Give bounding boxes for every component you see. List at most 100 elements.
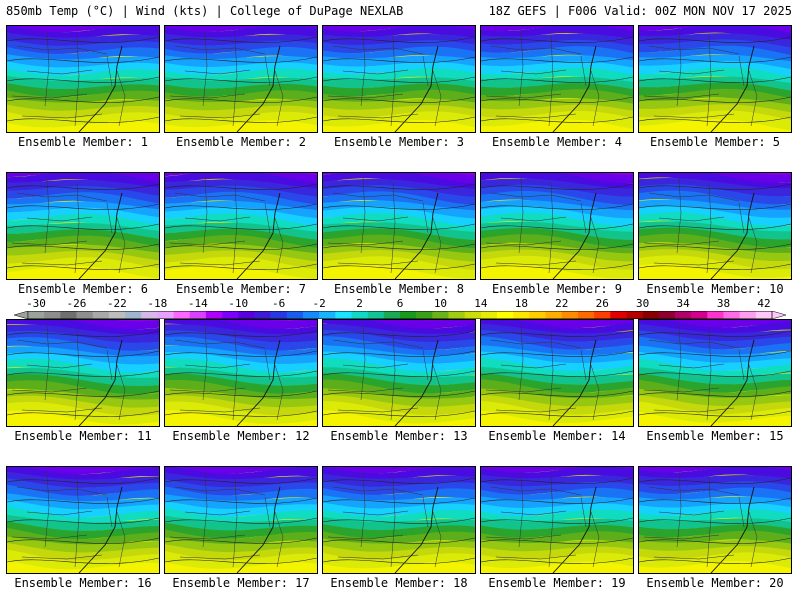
temperature-map <box>639 467 791 573</box>
temperature-band <box>639 475 791 489</box>
state-boundary <box>518 30 524 107</box>
temperature-band <box>165 40 317 54</box>
temperature-band <box>481 89 633 108</box>
temperature-band <box>7 330 159 352</box>
state-boundary <box>179 113 261 119</box>
wind-streamline <box>7 263 159 270</box>
state-boundary <box>653 407 735 413</box>
colorbar-tick-label: 26 <box>595 297 609 310</box>
colorbar-swatch <box>464 311 482 319</box>
state-boundary <box>44 324 50 401</box>
state-boundary <box>676 324 682 401</box>
wind-streamline <box>481 96 633 103</box>
temperature-band <box>7 320 159 338</box>
state-boundary <box>74 329 80 421</box>
state-boundary <box>653 260 735 266</box>
temperature-band <box>323 480 475 496</box>
temperature-map <box>639 173 791 279</box>
state-boundary <box>184 216 251 222</box>
temperature-band <box>639 190 791 213</box>
wind-streamline <box>481 517 633 524</box>
wind-streamline <box>7 557 159 564</box>
colorbar-swatch <box>545 311 563 319</box>
ensemble-map-panel <box>164 25 318 133</box>
state-boundary <box>232 182 238 274</box>
state-boundary <box>169 534 246 540</box>
wind-streamline <box>7 203 159 210</box>
wind-streamline <box>165 537 317 544</box>
temperature-band <box>639 221 791 240</box>
wind-streamline <box>639 517 791 524</box>
state-boundary <box>485 387 562 393</box>
state-boundary <box>676 177 682 254</box>
temperature-band <box>323 89 475 106</box>
state-boundary <box>337 260 419 266</box>
state-boundary <box>748 70 758 127</box>
wind-streamline <box>323 497 475 504</box>
colorbar-tick-label: -6 <box>272 297 286 310</box>
temperature-band <box>323 357 475 381</box>
temperature-band <box>323 373 475 394</box>
ensemble-map-panel <box>480 319 634 427</box>
state-boundary <box>11 387 88 393</box>
colorbar-tick-label: 38 <box>716 297 731 310</box>
state-boundary <box>16 45 108 55</box>
wind-streamline <box>7 56 159 63</box>
state-boundary <box>360 324 366 401</box>
temperature-map <box>481 173 633 279</box>
wind-streamline <box>481 36 633 43</box>
wind-streamline <box>639 537 791 544</box>
wind-streamline <box>165 203 317 210</box>
temperature-map <box>481 467 633 573</box>
state-boundary <box>274 364 284 421</box>
coastline <box>710 339 755 426</box>
temperature-band <box>7 250 159 271</box>
state-boundary <box>202 30 208 107</box>
state-boundary <box>169 387 246 393</box>
ensemble-member-label: Ensemble Member: 1 <box>17 135 149 149</box>
state-boundary <box>432 511 442 568</box>
temperature-band <box>639 502 791 518</box>
wind-streamline <box>481 76 633 83</box>
state-boundary <box>653 554 735 560</box>
temperature-band <box>7 235 159 257</box>
state-boundary <box>490 339 582 349</box>
ensemble-member-label: Ensemble Member: 18 <box>330 576 468 590</box>
colorbar-tick-label: -30 <box>26 297 46 310</box>
temperature-band <box>481 67 633 86</box>
state-boundary <box>580 349 587 381</box>
coastline <box>710 192 755 279</box>
state-boundary <box>500 510 567 516</box>
state-boundary <box>11 534 88 540</box>
temperature-band <box>165 544 317 561</box>
state-boundary <box>738 349 745 381</box>
wind-streamline <box>639 497 791 504</box>
temperature-band <box>165 256 317 279</box>
colorbar-swatch <box>383 311 401 319</box>
temperature-band <box>7 374 159 395</box>
coastline <box>394 192 439 279</box>
temperature-band <box>7 380 159 403</box>
temperature-band <box>7 521 159 540</box>
ensemble-map-panel <box>164 172 318 280</box>
wind-streamline <box>639 116 791 123</box>
state-boundary <box>360 30 366 107</box>
wind-streamline <box>7 116 159 123</box>
wind-streamline <box>323 557 475 564</box>
temperature-band <box>323 77 475 92</box>
colorbar-swatch <box>674 311 692 319</box>
temperature-band <box>7 536 159 553</box>
state-boundary <box>490 486 582 496</box>
state-boundary <box>643 240 720 246</box>
wind-streamline <box>165 116 317 123</box>
coastline <box>236 192 281 279</box>
state-boundary <box>648 486 740 496</box>
state-boundary <box>360 471 366 548</box>
temperature-band <box>639 88 791 109</box>
temperature-band <box>7 493 159 510</box>
state-boundary <box>202 471 208 548</box>
state-boundary <box>264 55 271 87</box>
ensemble-map-panel <box>638 25 792 133</box>
colorbar-swatch <box>416 311 433 319</box>
ensemble-member-label: Ensemble Member: 12 <box>172 429 310 443</box>
